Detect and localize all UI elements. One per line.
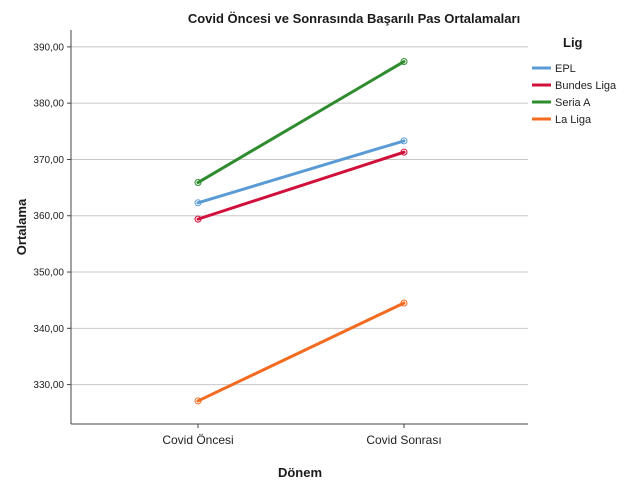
- y-tick-label: 350,00: [33, 268, 64, 279]
- x-tick-label: Covid Sonrası: [366, 433, 441, 447]
- y-ticks: 330,00 340,00 350,00 360,00 370,00 380,00 390,…: [33, 42, 71, 391]
- legend-label: Bundes Liga: [555, 80, 617, 92]
- legend: Lig EPL Bundes Liga Seria A La Liga: [532, 35, 617, 126]
- y-tick-label: 330,00: [33, 380, 64, 391]
- data-point: [400, 137, 408, 145]
- y-tick-label: 380,00: [33, 99, 64, 110]
- y-axis-title: Ortalama: [14, 198, 29, 255]
- data-point: [400, 58, 408, 66]
- series-line: [196, 301, 406, 403]
- legend-label: EPL: [555, 63, 576, 75]
- gridlines: [71, 46, 528, 386]
- legend-title: Lig: [563, 35, 583, 50]
- y-tick-label: 390,00: [33, 42, 64, 53]
- series-line: [196, 60, 406, 185]
- series-line: [196, 150, 406, 221]
- data-point: [400, 148, 408, 156]
- chart-title: Covid Öncesi ve Sonrasında Başarılı Pas …: [188, 11, 520, 26]
- y-tick-label: 340,00: [33, 324, 64, 335]
- y-tick-label: 370,00: [33, 155, 64, 166]
- legend-label: La Liga: [555, 114, 592, 126]
- series-line: [196, 139, 406, 205]
- axes: [70, 30, 528, 425]
- legend-label: Seria A: [555, 97, 591, 109]
- data-point: [194, 397, 202, 405]
- series-lines: [194, 58, 408, 405]
- x-axis-title: Dönem: [278, 465, 322, 480]
- data-point: [400, 299, 408, 307]
- data-point: [194, 179, 202, 187]
- x-tick-label: Covid Öncesi: [162, 433, 233, 447]
- y-tick-label: 360,00: [33, 211, 64, 222]
- data-point: [194, 215, 202, 223]
- data-point: [194, 199, 202, 207]
- x-ticks: Covid Öncesi Covid Sonrası: [162, 424, 442, 447]
